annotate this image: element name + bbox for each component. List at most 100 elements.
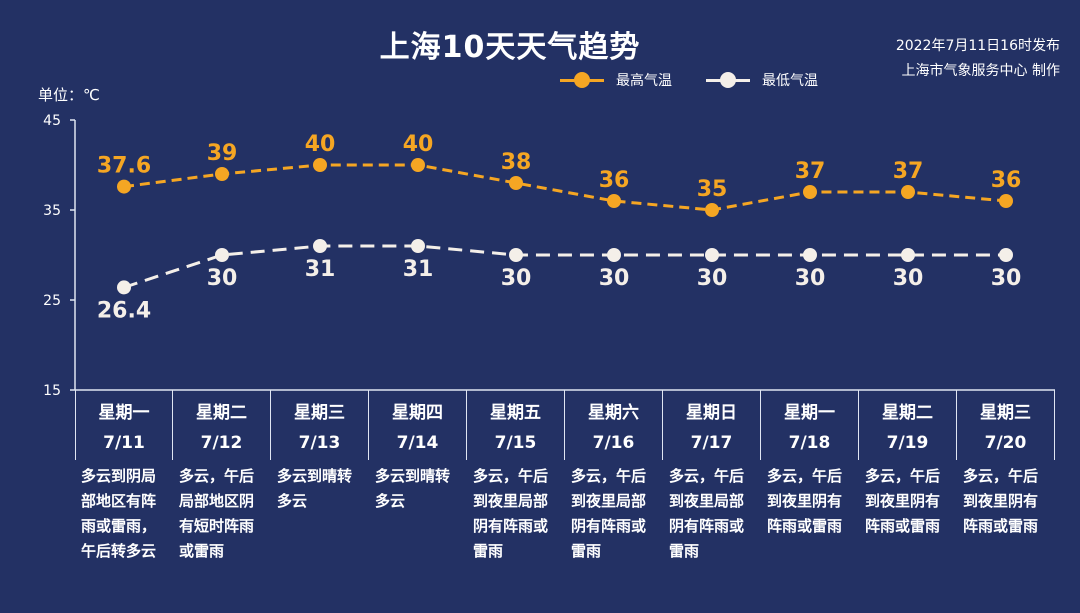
max-temp-label: 40 [305,132,336,157]
weather-description: 多云，午后到夜里局部阴有阵雨或雷雨 [669,467,745,560]
publish-info: 2022年7月11日16时发布 上海市气象服务中心 制作 [896,34,1060,84]
forecast-day-column: 星期六 7/16 多云，午后到夜里局部阴有阵雨或雷雨 [565,390,663,590]
y-tick-label: 15 [43,383,61,399]
min-temp-point [509,248,523,262]
y-tick-label: 45 [43,113,61,129]
day-header: 星期一 7/11 [75,390,173,460]
legend-max-marker-icon [560,72,604,88]
min-temp-label: 31 [403,257,434,282]
weekday-label: 星期二 [196,403,247,423]
max-temp-label: 39 [207,141,238,166]
min-temp-label: 30 [599,266,630,291]
max-temp-point [705,203,719,217]
max-temp-label: 37 [795,159,826,184]
weather-description: 多云，午后到夜里阴有阵雨或雷雨 [767,467,843,535]
date-label: 7/20 [984,433,1027,453]
min-temp-line [123,244,1006,289]
forecast-day-column: 星期四 7/14 多云到晴转多云 [369,390,467,590]
date-label: 7/19 [886,433,929,453]
max-temp-point [313,158,327,172]
max-temp-point [509,176,523,190]
y-tick-label: 25 [43,293,61,309]
max-temp-point [901,185,915,199]
max-temp-point [607,194,621,208]
max-temp-point [999,194,1013,208]
weather-description: 多云到阴局部地区有阵雨或雷雨，午后转多云 [81,467,157,560]
min-temp-label: 30 [991,266,1022,291]
day-header: 星期六 7/16 [565,390,663,460]
min-temp-label: 31 [305,257,336,282]
forecast-day-column: 星期三 7/13 多云到晴转多云 [271,390,369,590]
max-temp-point [117,179,131,194]
min-temp-label: 30 [697,266,728,291]
weather-description: 多云，午后到夜里局部阴有阵雨或雷雨 [473,467,549,560]
y-tick-label: 35 [43,203,61,219]
max-temp-label: 36 [599,168,630,193]
weekday-label: 星期六 [588,403,639,423]
legend-max-label: 最高气温 [616,73,672,89]
day-header: 星期三 7/20 [957,390,1055,460]
weekday-label: 星期日 [686,403,737,423]
max-temp-point [215,167,229,181]
date-label: 7/12 [200,433,243,453]
max-temp-label: 40 [403,132,434,157]
min-temp-point [803,248,817,262]
publisher: 上海市气象服务中心 制作 [901,63,1060,79]
min-temp-point [117,280,131,295]
weekday-label: 星期三 [294,403,345,423]
day-header: 星期一 7/18 [761,390,859,460]
min-temp-label: 30 [795,266,826,291]
max-temp-label: 35 [697,177,728,202]
forecast-day-column: 星期二 7/19 多云，午后到夜里阴有阵雨或雷雨 [859,390,957,590]
max-temp-label: 37 [893,159,924,184]
y-axis-unit: 单位：℃ [38,86,100,104]
chart-title: 上海10天天气趋势 [379,30,641,65]
max-temp-line [123,163,1007,212]
legend-item-min: 最低气温 [706,70,818,90]
legend-min-label: 最低气温 [762,73,818,89]
forecast-day-column: 星期三 7/20 多云，午后到夜里阴有阵雨或雷雨 [957,390,1055,590]
date-label: 7/11 [103,433,145,453]
date-label: 7/18 [788,433,831,453]
date-label: 7/15 [494,433,537,453]
date-label: 7/14 [396,433,439,453]
day-header: 星期四 7/14 [369,390,467,460]
day-header: 星期三 7/13 [271,390,369,460]
weekday-label: 星期三 [980,403,1031,423]
legend: 最高气温 最低气温 [560,70,852,90]
weather-description: 多云，午后到夜里阴有阵雨或雷雨 [963,467,1039,535]
max-temp-label: 37.6 [97,154,151,179]
forecast-day-column: 星期一 7/11 多云到阴局部地区有阵雨或雷雨，午后转多云 [75,390,173,590]
day-header: 星期二 7/12 [173,390,271,460]
day-header: 星期日 7/17 [663,390,761,460]
day-header: 星期二 7/19 [859,390,957,460]
max-temp-point [803,185,817,199]
min-temp-point [607,248,621,262]
min-temp-label: 30 [207,266,238,291]
max-temp-point [411,158,425,172]
forecast-day-column: 星期五 7/15 多云，午后到夜里局部阴有阵雨或雷雨 [467,390,565,590]
publish-date: 2022年7月11日16时发布 [895,38,1060,54]
min-temp-point [999,248,1013,262]
min-temp-point [705,248,719,262]
date-label: 7/16 [592,433,635,453]
weather-description: 多云，午后局部地区阴有短时阵雨或雷雨 [179,467,255,560]
forecast-day-column: 星期日 7/17 多云，午后到夜里局部阴有阵雨或雷雨 [663,390,761,590]
forecast-table: 星期一 7/11 多云到阴局部地区有阵雨或雷雨，午后转多云 星期二 7/12 多云，午后局… [75,390,1055,590]
weather-description: 多云，午后到夜里局部阴有阵雨或雷雨 [571,467,647,560]
weather-description: 多云到晴转多云 [375,467,451,510]
max-temp-label: 36 [991,168,1022,193]
forecast-day-column: 星期一 7/18 多云，午后到夜里阴有阵雨或雷雨 [761,390,859,590]
min-temp-label: 26.4 [97,298,151,323]
min-temp-point [313,239,327,253]
weekday-label: 星期一 [784,403,835,423]
day-header: 星期五 7/15 [467,390,565,460]
min-temp-label: 30 [501,266,532,291]
max-temp-label: 38 [501,150,532,175]
forecast-day-column: 星期二 7/12 多云，午后局部地区阴有短时阵雨或雷雨 [173,390,271,590]
weekday-label: 星期四 [392,403,443,423]
min-temp-point [901,248,915,262]
min-temp-point [411,239,425,253]
min-temp-point [215,248,229,262]
